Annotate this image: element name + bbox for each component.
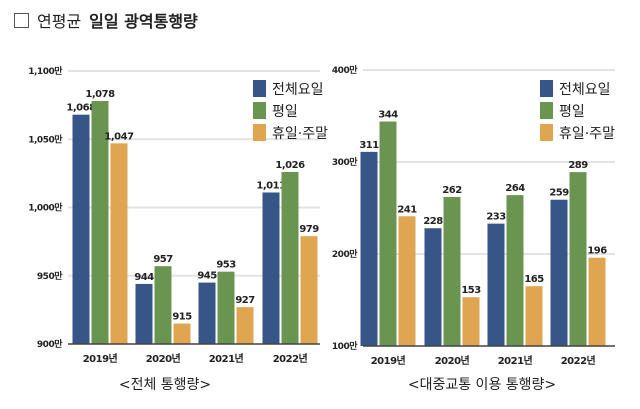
checkbox-square-icon [14, 12, 29, 28]
chart1-legend-swatch [253, 80, 266, 97]
chart2-data-label: 259 [549, 188, 569, 199]
chart2-xtick-label: 2020년 [435, 354, 470, 367]
chart1-legend-label: 휴일·주말 [272, 126, 328, 142]
chart1-bar-0-0 [72, 114, 90, 345]
chart2-data-label: 228 [423, 216, 443, 227]
chart2-data-label: 233 [486, 212, 506, 223]
chart1-bar-1-3 [281, 172, 299, 344]
chart1-legend-label: 전체요일 [272, 82, 324, 98]
chart2-data-label: 264 [505, 183, 525, 194]
chart1-ytick-label: 1,000만 [28, 202, 63, 214]
chart2-legend-swatch [540, 102, 553, 119]
chart2-ytick-label: 200만 [332, 248, 358, 260]
chart2-bar-1-1 [443, 196, 461, 346]
chart1-xtick-label: 2022년 [273, 352, 308, 365]
chart2-bar-0-2 [487, 223, 505, 346]
chart1-data-label: 957 [153, 254, 173, 265]
chart2-ytick-label: 100만 [332, 340, 358, 352]
chart1-data-label: 945 [197, 271, 217, 282]
chart1-legend-label: 평일 [272, 104, 298, 120]
chart2-legend-label: 전체요일 [559, 82, 611, 98]
chart1-bar-1-1 [154, 266, 172, 344]
chart1-bar-0-3 [262, 192, 280, 344]
chart2-data-label: 153 [461, 285, 481, 296]
chart1-xtick-label: 2020년 [146, 352, 181, 365]
chart2-legend-swatch [540, 124, 553, 141]
chart1-bar-2-2 [236, 307, 254, 344]
chart1-data-label: 1,078 [85, 89, 115, 100]
chart1-xtick-label: 2021년 [209, 352, 244, 365]
chart2-xtick-label: 2021년 [498, 354, 533, 367]
chart1-data-label: 953 [216, 260, 236, 271]
chart2-data-label: 311 [359, 140, 379, 151]
title-main: 일일 광역통행량 [89, 12, 198, 31]
chart1-data-label: 1,026 [275, 160, 305, 171]
chart1-data-label: 944 [134, 272, 154, 283]
chart2-bar-2-1 [462, 297, 480, 346]
chart2-data-label: 289 [568, 160, 588, 171]
chart2-data-label: 262 [442, 185, 462, 196]
chart1-legend-swatch [253, 124, 266, 141]
title-prefix: 연평균 [37, 12, 82, 31]
chart1-bar-0-2 [198, 282, 216, 344]
chart2-data-label: 241 [397, 204, 417, 215]
chart2-data-label: 196 [587, 246, 607, 257]
chart2-legend-label: 휴일·주말 [559, 126, 615, 142]
chart1-legend-swatch [253, 102, 266, 119]
chart2-xtick-label: 2022년 [561, 354, 596, 367]
chart1-bar-0-1 [135, 283, 153, 344]
chart2-bar-0-3 [550, 199, 568, 346]
chart1-data-label: 1,011 [256, 180, 286, 191]
chart1-bar-1-2 [217, 271, 235, 344]
chart2-bar-1-0 [379, 121, 397, 347]
chart2-data-label: 165 [524, 274, 544, 285]
chart1-data-label: 1,068 [66, 103, 96, 114]
chart1-data-label: 915 [172, 312, 192, 323]
chart2-bar-1-2 [506, 195, 524, 346]
section-title: 연평균 일일 광역통행량 [14, 8, 198, 32]
chart1-caption: <전체 통행량> [118, 377, 212, 393]
chart1-data-label: 927 [235, 295, 255, 306]
chart2-bar-2-2 [525, 286, 543, 346]
chart2-legend-label: 평일 [559, 104, 585, 120]
chart1-bar-1-0 [91, 101, 109, 344]
chart2-caption: <대중교통 이용 통행량> [407, 377, 557, 393]
chart2-bar-2-0 [398, 216, 416, 346]
chart1-data-label: 1,047 [104, 131, 134, 142]
chart2-bar-0-0 [360, 151, 378, 346]
chart2-bar-2-3 [588, 257, 606, 346]
chart1-data-label: 979 [299, 224, 319, 235]
chart2-bar-1-3 [569, 172, 587, 346]
chart2-ytick-label: 300만 [332, 156, 358, 168]
chart1-ytick-label: 950만 [37, 270, 63, 282]
chart1-xtick-label: 2019년 [83, 352, 118, 365]
chart2-legend-swatch [540, 80, 553, 97]
chart2-bar-0-1 [424, 228, 442, 346]
chart2-ytick-label: 400만 [332, 64, 358, 76]
chart1-bar-2-1 [173, 323, 191, 344]
chart2-xtick-label: 2019년 [371, 354, 406, 367]
chart2-data-label: 344 [378, 110, 398, 121]
chart1-bar-2-0 [110, 143, 128, 344]
chart1-ytick-label: 900만 [37, 338, 63, 350]
chart1-bar-2-3 [300, 236, 318, 344]
chart1-ytick-label: 1,050만 [28, 133, 63, 145]
chart1-ytick-label: 1,100만 [28, 65, 63, 77]
